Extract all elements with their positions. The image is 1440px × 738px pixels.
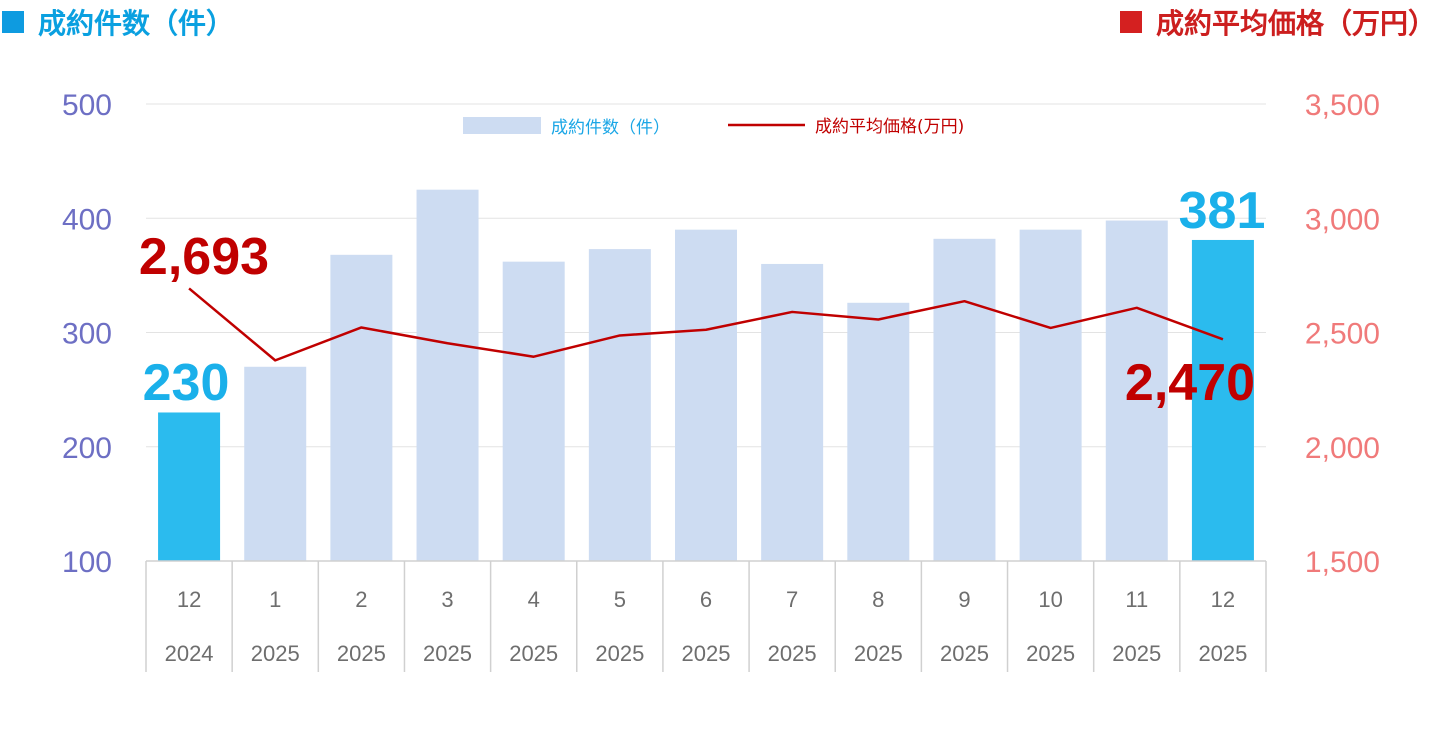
category-month-label: 11 <box>1125 587 1148 612</box>
right-axis-title: 成約平均価格（万円） <box>1119 2 1436 42</box>
left-tick-label: 100 <box>62 546 112 579</box>
bar-10 <box>1019 229 1082 562</box>
bar-11 <box>1105 220 1168 561</box>
category-year-label: 2025 <box>682 641 731 666</box>
left-tick-label: 400 <box>62 203 112 236</box>
category-year-label: 2025 <box>337 641 386 666</box>
line-series <box>188 287 1224 362</box>
last-price-callout: 2,470 <box>1125 354 1255 412</box>
right-tick-label: 2,000 <box>1305 432 1380 465</box>
right-tick-label: 3,500 <box>1305 89 1380 122</box>
right-axis-ticks: 1,500 2,000 2,500 3,000 3,500 <box>1305 89 1380 579</box>
red-square-icon <box>1119 11 1142 33</box>
bar-0 <box>158 412 221 561</box>
category-month-label: 10 <box>1038 587 1062 612</box>
left-axis-title: 成約件数（件） <box>2 2 234 42</box>
category-year-label: 2025 <box>509 641 558 666</box>
category-month-label: 3 <box>441 587 453 612</box>
last-count-callout: 381 <box>1179 182 1266 240</box>
category-month-label: 1 <box>269 587 281 612</box>
category-month-label: 9 <box>958 587 970 612</box>
category-year-label: 2025 <box>1198 641 1247 666</box>
category-month-label: 12 <box>1211 587 1235 612</box>
legend-bar-label: 成約件数（件） <box>551 118 670 138</box>
category-month-label: 2 <box>355 587 367 612</box>
right-tick-label: 1,500 <box>1305 546 1380 579</box>
bar-2 <box>330 254 393 561</box>
legend: 成約件数（件） 成約平均価格(万円) <box>463 117 964 138</box>
bar-9 <box>933 238 996 561</box>
category-year-label: 2025 <box>940 641 989 666</box>
category-year-label: 2024 <box>165 641 214 666</box>
price-line <box>188 287 1224 362</box>
bar-5 <box>588 249 651 561</box>
bar-6 <box>675 229 737 562</box>
category-year-label: 2025 <box>595 641 644 666</box>
category-month-label: 12 <box>177 587 201 612</box>
category-year-label: 2025 <box>854 641 903 666</box>
left-tick-label: 300 <box>62 318 112 351</box>
first-count-callout: 230 <box>143 354 230 412</box>
legend-line-label: 成約平均価格(万円) <box>815 117 964 137</box>
bar-series <box>158 189 1254 562</box>
bar-8 <box>847 302 910 561</box>
category-year-label: 2025 <box>423 641 472 666</box>
category-year-label: 2025 <box>1026 641 1075 666</box>
bar-1 <box>244 366 307 561</box>
blue-square-icon <box>2 11 24 33</box>
bar-4 <box>502 261 565 561</box>
first-price-callout: 2,693 <box>139 228 269 286</box>
callouts: 230 381 2,693 2,470 <box>139 182 1265 412</box>
left-tick-label: 500 <box>62 89 112 122</box>
right-tick-label: 2,500 <box>1305 318 1380 351</box>
legend-bar-swatch <box>463 117 541 134</box>
category-axis: 12 2024 1 2025 2 2025 3 2025 4 2025 5 2025 6 2025 7 202… <box>145 560 1267 672</box>
bar-3 <box>416 189 479 561</box>
category-year-label: 2025 <box>768 641 817 666</box>
left-axis-ticks: 100 200 300 400 500 <box>62 89 112 579</box>
bar-7 <box>761 263 824 561</box>
category-month-label: 8 <box>872 587 884 612</box>
category-month-label: 6 <box>700 587 712 612</box>
category-month-label: 7 <box>786 587 798 612</box>
category-year-label: 2025 <box>251 641 300 666</box>
category-month-label: 4 <box>528 587 540 612</box>
right-axis-title-text: 成約平均価格（万円） <box>1155 7 1436 40</box>
bar-12 <box>1191 239 1254 561</box>
left-axis-title-text: 成約件数（件） <box>38 7 235 40</box>
category-year-label: 2025 <box>1112 641 1161 666</box>
category-month-label: 5 <box>614 587 626 612</box>
right-tick-label: 3,000 <box>1305 203 1380 236</box>
left-tick-label: 200 <box>62 432 112 465</box>
